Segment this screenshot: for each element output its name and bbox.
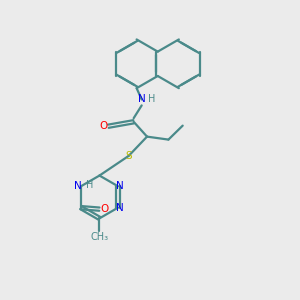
Text: O: O bbox=[100, 204, 109, 214]
Text: N: N bbox=[116, 181, 123, 191]
Text: N: N bbox=[138, 94, 146, 104]
Text: H: H bbox=[148, 94, 156, 104]
Text: S: S bbox=[125, 151, 132, 161]
Text: N: N bbox=[74, 181, 82, 191]
Text: O: O bbox=[99, 121, 107, 131]
Text: H: H bbox=[85, 180, 93, 190]
Text: CH₃: CH₃ bbox=[90, 232, 109, 242]
Text: N: N bbox=[116, 203, 123, 213]
